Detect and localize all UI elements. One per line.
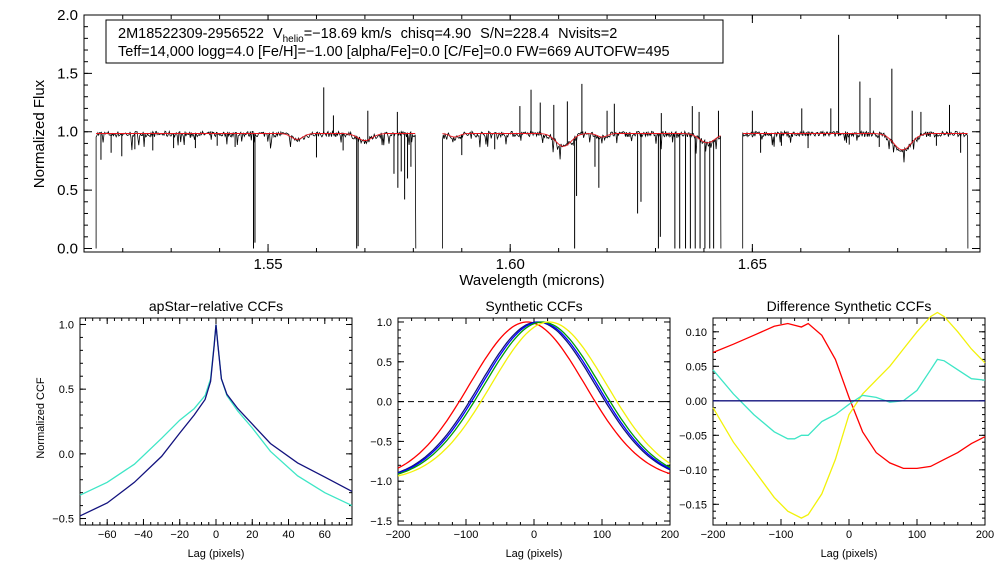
synthetic-ccf-line-red (397, 321, 671, 475)
model-spectrum-group (96, 133, 968, 151)
apstar-ccf-panel: −60 −40 −20 0 20 40 60 −0.5 0.0 0.5 1.0 apStar−rel… (35, 298, 353, 560)
difference-ccf-y-tick-label: 0.00 (686, 396, 707, 408)
spectrum-y-tick-label: 0.0 (57, 240, 78, 257)
observed-spectrum-chip-1 (95, 129, 417, 249)
spectrum-y-axis-label: Normalized Flux (31, 79, 48, 188)
synthetic-ccf-y-tick-label: −1.0 (370, 476, 392, 488)
apstar-ccf-x-axis-label: Lag (pixels) (188, 548, 245, 560)
synthetic-ccf-x-tick-label: 200 (661, 529, 679, 541)
difference-ccf-x-tick-label: 200 (976, 529, 994, 541)
synthetic-ccf-title: Synthetic CCFs (485, 298, 582, 314)
synthetic-ccf-line-blue (397, 321, 671, 474)
apstar-ccf-x-tick-label: −40 (134, 529, 153, 541)
difference-ccf-y-tick-label: 0.10 (686, 327, 707, 339)
info-line-1: 2M18522309-2956522 Vhelio=−18.69 km/s chis… (118, 26, 617, 45)
synthetic-ccf-y-tick-label: −1.5 (370, 516, 392, 528)
apstar-ccf-axes-frame (79, 317, 353, 526)
apstar-ccf-x-tick-label: −20 (170, 529, 189, 541)
nvisits-value: Nvisits=2 (558, 26, 617, 42)
synthetic-ccf-line-green (397, 321, 671, 475)
chisq-value: chisq=4.90 (401, 26, 472, 42)
apstar-ccf-x-tick-label: 40 (282, 529, 294, 541)
apstar-ccf-y-tick-label: 1.0 (59, 319, 74, 331)
v-helio-subscript: helio (283, 34, 305, 45)
difference-ccf-x-axis-label: Lag (pixels) (821, 548, 878, 560)
model-spectrum-chip-1 (96, 133, 416, 141)
spectrum-x-axis-label: Wavelength (microns) (459, 272, 604, 289)
spectrum-tick-labels: 1.55 1.60 1.65 0.0 0.5 1.0 1.5 2.0 (57, 7, 767, 273)
v-helio-value: =−18.69 km/s (304, 26, 392, 42)
difference-ccf-title: Difference Synthetic CCFs (767, 298, 932, 314)
difference-ccf-x-tick-label: 100 (908, 529, 926, 541)
difference-ccf-axes-frame (712, 317, 986, 526)
spectrum-y-tick-label: 1.0 (57, 124, 78, 141)
model-spectrum-chip-2 (442, 133, 721, 147)
difference-ccf-series (712, 311, 986, 519)
synthetic-ccf-ticks (397, 318, 671, 525)
synthetic-ccf-tick-labels: −200 −100 0 100 200 −1.5 −1.0 −0.5 0.0 0.5 1.0 (370, 317, 679, 541)
difference-ccf-y-tick-label: −0.15 (679, 499, 707, 511)
synthetic-ccf-line-yellow (397, 321, 671, 477)
apstar-ccf-x-tick-label: 20 (246, 529, 258, 541)
spectrum-y-tick-label: 1.5 (57, 65, 78, 82)
difference-ccf-tick-labels: −200 −100 0 100 200 −0.15 −0.10 −0.05 0.00 0.05 0.… (679, 327, 994, 541)
difference-ccf-line-red (712, 322, 986, 470)
synthetic-ccf-x-tick-label: 100 (593, 529, 611, 541)
apstar-ccf-y-tick-label: 0.5 (59, 384, 74, 396)
star-id: 2M18522309-2956522 (118, 26, 264, 42)
spectrum-x-tick-label: 1.65 (738, 256, 767, 273)
difference-ccf-x-tick-label: −100 (769, 529, 794, 541)
spectrum-x-tick-label: 1.55 (253, 256, 282, 273)
synthetic-ccf-y-tick-label: 0.0 (377, 397, 392, 409)
observed-spectrum-group (95, 34, 969, 249)
difference-ccf-y-tick-label: −0.10 (679, 465, 707, 477)
spectrum-panel: 1.55 1.60 1.65 0.0 0.5 1.0 1.5 2.0 Wavelength (… (31, 7, 981, 289)
spectrum-y-tick-label: 2.0 (57, 7, 78, 24)
difference-ccf-line-yellow (712, 311, 986, 519)
apstar-ccf-ticks (80, 318, 352, 525)
apstar-ccf-x-tick-label: 60 (319, 529, 331, 541)
info-box (105, 19, 724, 64)
difference-ccf-line-cyan (712, 358, 986, 440)
v-helio-symbol: V (273, 26, 283, 42)
synthetic-ccf-panel: −200 −100 0 100 200 −1.5 −1.0 −0.5 0.0 0.5 1.0 Syn… (370, 298, 679, 560)
observed-spectrum-chip-2 (441, 129, 722, 249)
difference-ccf-panel: −200 −100 0 100 200 −0.15 −0.10 −0.05 0.00 0.05 0.… (679, 298, 994, 560)
synthetic-ccf-y-tick-label: 1.0 (377, 317, 392, 329)
difference-ccf-x-tick-label: −200 (701, 529, 726, 541)
apstar-ccf-x-tick-label: 0 (213, 529, 219, 541)
apstar-ccf-y-tick-label: 0.0 (59, 449, 74, 461)
synthetic-ccf-y-tick-label: 0.5 (377, 357, 392, 369)
synthetic-ccf-x-tick-label: −200 (386, 529, 411, 541)
synthetic-ccf-y-tick-label: −0.5 (370, 436, 392, 448)
apstar-ccf-line-navy (79, 324, 353, 517)
apstar-ccf-y-axis-label: Normalized CCF (35, 377, 47, 459)
observed-spectrum-chip-3 (742, 129, 969, 249)
spectrum-x-tick-label: 1.60 (496, 256, 525, 273)
apstar-ccf-tick-labels: −60 −40 −20 0 20 40 60 −0.5 0.0 0.5 1.0 (52, 319, 331, 541)
apstar-ccf-line-cyan (79, 324, 353, 507)
synthetic-ccf-x-axis-label: Lag (pixels) (506, 548, 563, 560)
info-line-2: Teff=14,000 logg=4.0 [Fe/H]=−1.00 [alpha… (118, 44, 670, 60)
spectrum-y-tick-label: 0.5 (57, 182, 78, 199)
difference-ccf-ticks (712, 317, 986, 526)
synthetic-ccf-x-tick-label: 0 (531, 529, 537, 541)
apstar-ccf-title: apStar−relative CCFs (149, 298, 283, 314)
snr-value: S/N=228.4 (480, 26, 549, 42)
apstar-ccf-x-tick-label: −60 (98, 529, 117, 541)
difference-ccf-y-tick-label: 0.05 (686, 361, 707, 373)
synthetic-ccf-series (397, 321, 671, 477)
difference-ccf-x-tick-label: 0 (846, 529, 852, 541)
spectrum-axes-frame (83, 14, 981, 253)
synthetic-ccf-line-navy (397, 321, 671, 474)
apstar-ccf-y-tick-label: −0.5 (52, 514, 74, 526)
apstar-ccf-series (79, 324, 353, 517)
model-spectrum-chip-3 (742, 133, 968, 151)
synthetic-ccf-x-tick-label: −100 (454, 529, 479, 541)
difference-ccf-y-tick-label: −0.05 (679, 430, 707, 442)
